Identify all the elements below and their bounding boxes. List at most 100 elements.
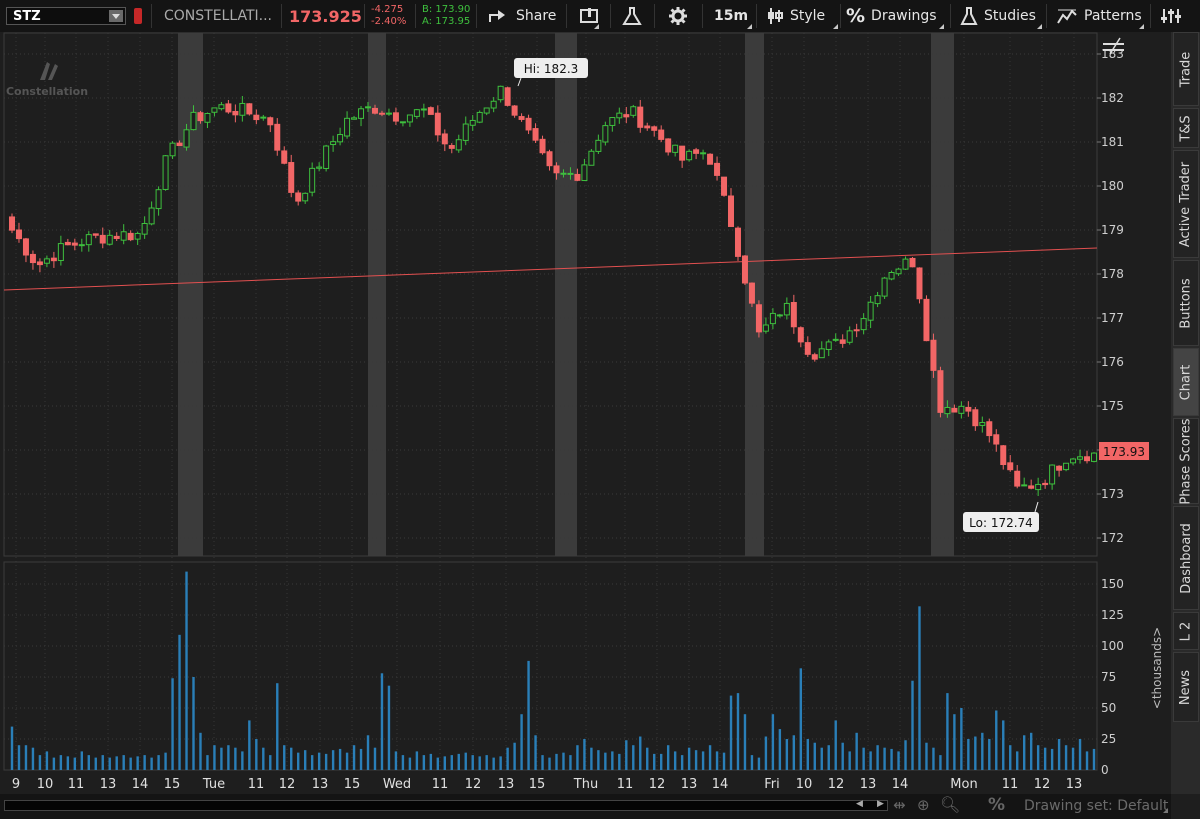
scroll-right-icon[interactable]: ▶ [877, 799, 884, 809]
volume-bar [283, 745, 286, 770]
chart-settings-button[interactable] [1160, 0, 1182, 32]
candle-up [141, 222, 148, 235]
side-tab-news[interactable]: News [1173, 652, 1199, 722]
volume-bar [108, 757, 111, 770]
candle-down [930, 339, 937, 371]
share-icon [489, 10, 505, 22]
alert-flag[interactable] [132, 0, 144, 32]
patterns-button[interactable]: Patterns [1056, 0, 1146, 32]
symbol-input[interactable]: STZ [6, 7, 126, 25]
candle-up [420, 108, 427, 111]
candle-down [22, 238, 29, 256]
lab-button[interactable] [622, 0, 642, 32]
timeframe-button[interactable]: 15m [714, 0, 754, 32]
volume-bar [17, 745, 21, 770]
volume-bar [946, 693, 949, 770]
volume-bar [290, 747, 293, 770]
candle-down [951, 407, 958, 413]
flask-icon [622, 7, 642, 25]
volume-bar [352, 745, 356, 770]
ask-price: A: 173.95 [422, 16, 471, 27]
style-button[interactable]: Style [766, 0, 840, 32]
volume-bar [680, 755, 684, 770]
candle-up [888, 272, 895, 280]
price-chart[interactable]: Constellation 18318218118017917817717617… [0, 32, 1171, 794]
company-name[interactable]: CONSTELLATI... [164, 8, 272, 24]
volume-bar [827, 745, 830, 770]
side-tab-t-s[interactable]: T&S [1173, 108, 1199, 148]
candle-up [43, 258, 50, 264]
notes-button[interactable] [579, 0, 601, 32]
current-price-tag: 173.93 [1099, 442, 1149, 460]
volume-bar [129, 757, 132, 770]
session-break-shade [368, 33, 386, 556]
side-tab-chart[interactable]: Chart [1173, 348, 1199, 416]
volume-bar [80, 751, 84, 770]
candle-down [811, 354, 818, 360]
volume-bar [248, 720, 251, 770]
settings-button[interactable] [668, 0, 688, 32]
candle-up [783, 302, 790, 316]
volume-bar [269, 755, 272, 770]
volume-tick-label: 0 [1101, 763, 1109, 777]
expand-horizontal-icon[interactable]: ⇹ [893, 796, 906, 814]
share-button[interactable]: Share [488, 0, 556, 32]
price-tick-label: 177 [1101, 311, 1124, 325]
candle-up [497, 85, 504, 101]
time-tick-label: 10 [37, 777, 54, 792]
volume-bar [925, 742, 928, 770]
candle-down [427, 107, 434, 115]
volume-bar [646, 747, 649, 770]
last-price: 173.925 [289, 6, 362, 26]
candle-up [630, 106, 637, 116]
candle-up [958, 405, 965, 414]
volume-bar [122, 755, 125, 770]
studies-button[interactable]: Studies [960, 0, 1044, 32]
side-tab-dashboard[interactable]: Dashboard [1173, 506, 1199, 610]
crosshair-icon[interactable]: ⊕ [917, 796, 930, 814]
candle-down [1014, 470, 1021, 487]
time-tick-label: 14 [892, 777, 909, 792]
volume-bar [150, 757, 153, 770]
volume-tick-label: 125 [1101, 608, 1124, 622]
drawing-tool-icon[interactable]: % [988, 795, 1006, 815]
volume-bar [729, 695, 733, 770]
candle-down [288, 162, 295, 193]
symbol-dropdown-icon[interactable] [109, 10, 123, 22]
drawings-button[interactable]: % Drawings [846, 0, 946, 32]
toolbar: STZ CONSTELLATI... 173.925 -4.275 -2.40%… [0, 0, 1200, 33]
scroll-left-icon[interactable]: ◀ [856, 799, 863, 809]
volume-bar [953, 714, 956, 770]
volume-unit-label: <thousands> [1150, 627, 1164, 709]
candle-down [511, 105, 518, 116]
volume-bar [52, 757, 56, 770]
side-tab-l-2[interactable]: L 2 [1173, 612, 1199, 650]
candle-down [9, 216, 15, 231]
side-tab-active-trader[interactable]: Active Trader [1173, 150, 1199, 258]
volume-bar [520, 714, 523, 770]
volume-bar [736, 693, 740, 770]
scroll-track[interactable] [4, 800, 888, 811]
side-tab-buttons[interactable]: Buttons [1173, 260, 1199, 346]
drawing-set-dropdown-icon[interactable] [1163, 808, 1168, 813]
candle-down [71, 242, 78, 246]
net-change: -4.275 [371, 4, 404, 15]
candle-up [469, 119, 476, 126]
volume-bar [101, 755, 104, 770]
volume-bar [24, 745, 28, 770]
zoom-icon[interactable]: 🔍︎ [940, 795, 961, 814]
time-tick-label: 10 [796, 777, 813, 792]
candle-down [804, 342, 811, 355]
candle-up [581, 164, 588, 182]
horizontal-scrollbar[interactable]: ◀ ▶ ⇹ ⊕ 🔍︎ % [0, 794, 1171, 819]
side-tab-trade[interactable]: Trade [1173, 32, 1199, 106]
volume-bar [471, 755, 474, 770]
candle-down [623, 114, 630, 118]
volume-bar [87, 755, 90, 770]
drawing-set-label[interactable]: Drawing set: Default [1024, 798, 1169, 814]
volume-bar [785, 739, 789, 770]
collapse-pane-icon[interactable] [1103, 37, 1124, 55]
side-tab-phase-scores[interactable]: Phase Scores [1173, 418, 1199, 504]
volume-bar [443, 756, 446, 770]
trendline[interactable] [3, 247, 1098, 291]
